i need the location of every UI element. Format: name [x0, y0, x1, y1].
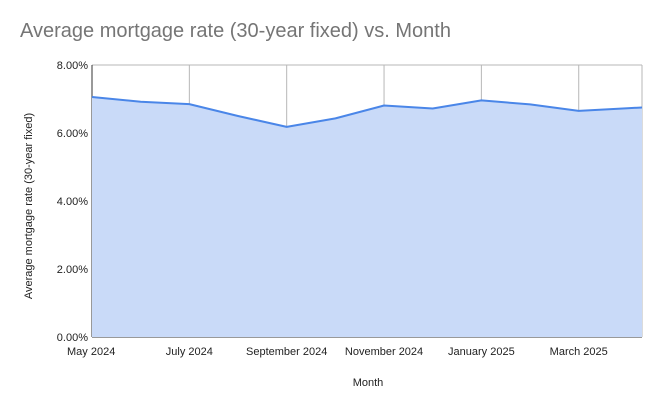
data-point: [577, 109, 581, 113]
area-fill: [92, 97, 642, 337]
x-tick-label: March 2025: [550, 346, 608, 358]
y-axis-title: Average mortgage rate (30-year fixed): [23, 113, 35, 299]
area-layer: [92, 97, 642, 337]
x-tick-labels: May 2024 July 2024 September 2024 November …: [67, 346, 608, 358]
data-point: [625, 106, 629, 110]
y-tick-label: 0.00%: [57, 332, 88, 344]
data-point: [528, 102, 532, 106]
y-tick-label: 6.00%: [57, 128, 88, 140]
y-tick-label: 4.00%: [57, 196, 88, 208]
chart-title: Average mortgage rate (30-year fixed) vs…: [20, 20, 451, 42]
x-axis-title: Month: [353, 377, 384, 389]
data-point: [431, 107, 435, 111]
x-tick-label: May 2024: [67, 346, 115, 358]
data-point: [236, 114, 240, 118]
x-tick-label: September 2024: [246, 346, 327, 358]
y-tick-label: 8.00%: [57, 60, 88, 72]
x-tick-label: November 2024: [345, 346, 423, 358]
y-tick-labels: 0.00% 2.00% 4.00% 6.00% 8.00%: [57, 60, 88, 344]
data-point: [187, 102, 191, 106]
data-point: [285, 125, 289, 129]
data-point: [382, 103, 386, 107]
data-point: [90, 95, 94, 99]
x-tick-label: January 2025: [448, 346, 515, 358]
data-point: [479, 98, 483, 102]
y-tick-label: 2.00%: [57, 264, 88, 276]
x-tick-label: July 2024: [166, 346, 213, 358]
line-layer: [90, 95, 643, 129]
series-line: [91, 96, 643, 128]
data-point: [139, 100, 143, 104]
data-point: [333, 116, 337, 120]
